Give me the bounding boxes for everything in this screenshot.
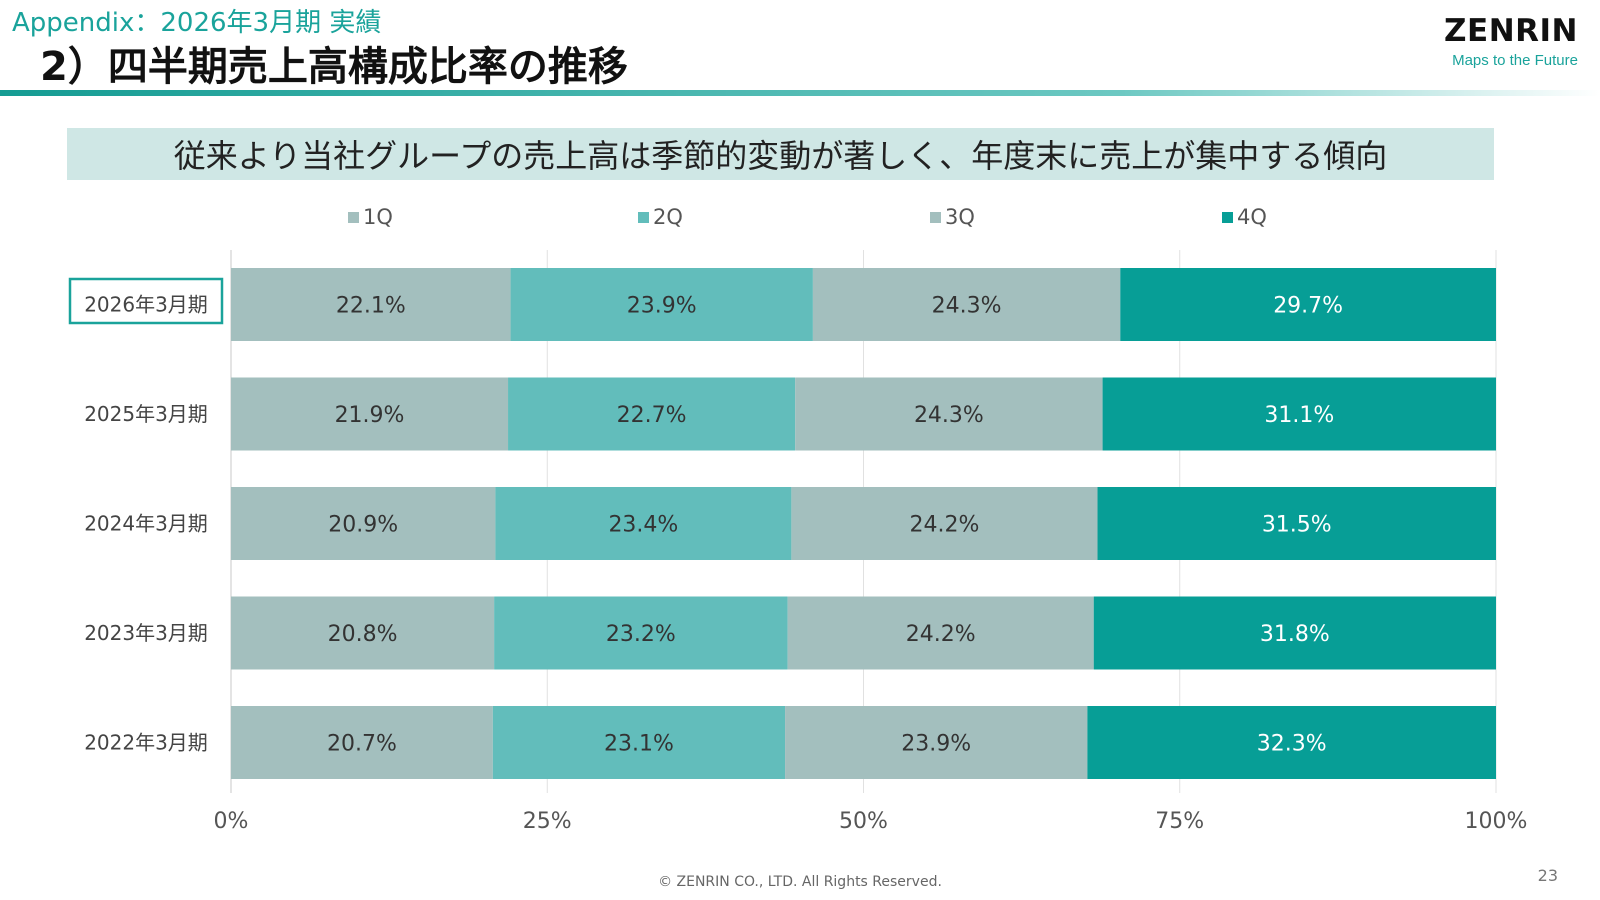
data-label: 32.3% — [1257, 732, 1327, 757]
bar-segment — [1120, 268, 1496, 341]
data-label: 20.8% — [328, 622, 398, 647]
legend-item-1q: 1Q — [348, 205, 393, 229]
bar-segment — [1093, 596, 1496, 670]
data-label: 20.9% — [328, 513, 398, 538]
category-label: 2026年3月期 — [84, 293, 208, 317]
bar-segment — [492, 706, 786, 779]
data-label: 24.2% — [906, 622, 976, 647]
data-label: 23.2% — [606, 622, 676, 647]
category-label: 2022年3月期 — [84, 731, 208, 755]
category-label: 2023年3月期 — [84, 621, 208, 645]
legend-label-1q: 1Q — [363, 205, 393, 229]
bar-segment — [510, 268, 813, 341]
bar-segment — [812, 268, 1121, 341]
page-subtitle: Appendix：2026年3月期 実績 — [12, 8, 382, 38]
legend-swatch-1q — [348, 211, 359, 223]
x-tick-label: 75% — [1155, 809, 1204, 834]
bar-segment — [231, 268, 511, 341]
legend-item-3q: 3Q — [930, 205, 975, 229]
copyright-footer: © ZENRIN CO., LTD. All Rights Reserved. — [658, 874, 942, 890]
summary-banner: 従来より当社グループの売上高は季節的変動が著しく、年度末に売上が集中する傾向 — [67, 128, 1494, 180]
data-label: 24.2% — [910, 513, 980, 538]
bar-segment — [791, 487, 1098, 560]
bar-segment — [231, 706, 493, 779]
data-label: 31.5% — [1262, 513, 1332, 538]
legend-swatch-2q — [638, 211, 649, 223]
data-label: 24.3% — [932, 294, 1002, 319]
data-label: 29.7% — [1273, 294, 1343, 319]
legend-swatch-4q — [1222, 211, 1233, 223]
bar-segment — [231, 487, 496, 560]
data-label: 21.9% — [335, 403, 405, 428]
legend-item-2q: 2Q — [638, 205, 683, 229]
page-number: 23 — [1537, 866, 1558, 885]
bar-segment — [495, 487, 792, 560]
bar-segment — [494, 596, 788, 670]
data-label: 31.1% — [1264, 403, 1334, 428]
bar-segment — [795, 377, 1103, 451]
legend-label-4q: 4Q — [1237, 205, 1267, 229]
data-label: 22.7% — [617, 403, 687, 428]
page-title: 2）四半期売上高構成比率の推移 — [40, 44, 628, 90]
logo-wordmark: ZENRIN — [1444, 13, 1578, 49]
bar-segment — [1097, 487, 1496, 560]
legend-swatch-3q — [930, 211, 941, 223]
company-logo: ZENRIN Maps to the Future — [1444, 13, 1578, 70]
bar-segment — [508, 377, 796, 451]
x-tick-label: 0% — [214, 809, 249, 834]
bar-segment — [785, 706, 1088, 779]
data-label: 23.1% — [604, 732, 674, 757]
header-rule — [0, 90, 1600, 96]
bar-segment — [1087, 706, 1496, 779]
logo-tagline: Maps to the Future — [1452, 52, 1578, 69]
data-label: 23.9% — [627, 294, 697, 319]
bar-segment — [1102, 377, 1496, 451]
legend-label-2q: 2Q — [653, 205, 683, 229]
bar-segment — [231, 377, 509, 451]
data-label: 31.8% — [1260, 622, 1330, 647]
data-label: 24.3% — [914, 403, 984, 428]
category-label: 2024年3月期 — [84, 512, 208, 536]
x-tick-label: 100% — [1465, 809, 1528, 834]
x-tick-label: 50% — [839, 809, 888, 834]
data-label: 23.9% — [901, 732, 971, 757]
bar-segment — [231, 596, 495, 670]
data-label: 23.4% — [608, 513, 678, 538]
legend-item-4q: 4Q — [1222, 205, 1267, 229]
category-highlight-box — [68, 277, 224, 325]
data-label: 22.1% — [336, 294, 406, 319]
bar-segment — [787, 596, 1094, 670]
data-label: 20.7% — [327, 732, 397, 757]
category-label: 2025年3月期 — [84, 402, 208, 426]
x-tick-label: 25% — [523, 809, 572, 834]
legend-label-3q: 3Q — [945, 205, 975, 229]
